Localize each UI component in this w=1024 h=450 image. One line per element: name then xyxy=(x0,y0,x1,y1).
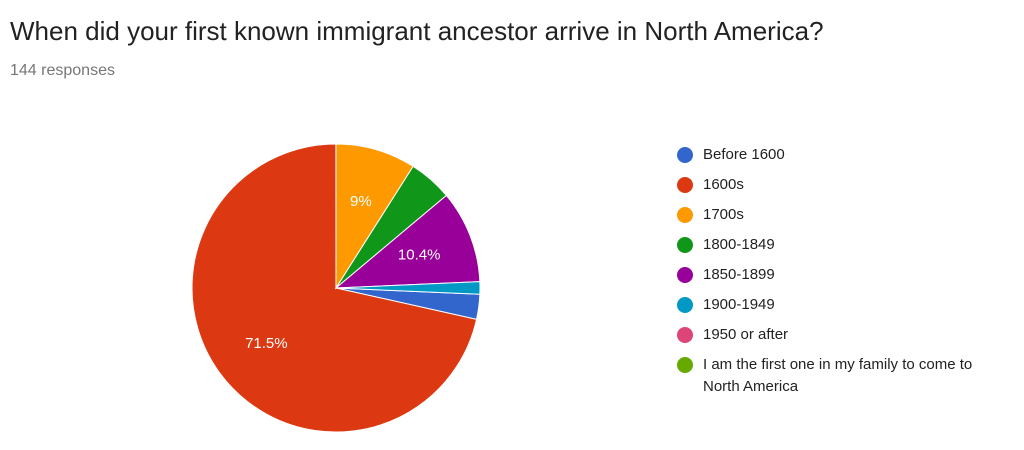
data-label: 71.5% xyxy=(245,335,288,352)
pie-slice xyxy=(335,281,481,295)
legend-marker xyxy=(677,267,693,283)
legend-label: 1600s xyxy=(703,176,744,193)
data-label: 10.4% xyxy=(398,247,441,264)
pie-slice xyxy=(335,143,414,290)
legend-item: 1600s xyxy=(677,174,977,196)
legend-item: 1700s xyxy=(677,204,977,226)
legend-item: 1850-1899 xyxy=(677,264,977,286)
legend: Before 1600 1600s 1700s 1800-1849 1850-1899 1… xyxy=(677,144,977,406)
legend-label: I am the first one in my family to come … xyxy=(703,356,973,395)
legend-item: 1900-1949 xyxy=(677,294,977,316)
legend-marker xyxy=(677,357,693,373)
legend-marker xyxy=(677,297,693,313)
pie-slice xyxy=(334,194,481,289)
legend-item: 1950 or after xyxy=(677,324,977,346)
legend-label: 1900-1949 xyxy=(703,296,775,313)
legend-item: I am the first one in my family to come … xyxy=(677,354,977,398)
legend-label: 1800-1849 xyxy=(703,236,775,253)
pie-slice xyxy=(191,143,478,433)
chart-subtitle: 144 responses xyxy=(10,62,115,79)
legend-label: 1950 or after xyxy=(703,326,789,343)
legend-label: Before 1600 xyxy=(703,146,785,163)
legend-item: 1800-1849 xyxy=(677,234,977,256)
data-label: 9% xyxy=(350,193,372,210)
legend-marker xyxy=(677,207,693,223)
legend-marker xyxy=(677,327,693,343)
legend-label: 1850-1899 xyxy=(703,266,775,283)
legend-marker xyxy=(677,147,693,163)
legend-marker xyxy=(677,237,693,253)
legend-label: 1700s xyxy=(703,206,744,223)
chart-title: When did your first known immigrant ance… xyxy=(10,16,824,46)
legend-item: Before 1600 xyxy=(677,144,977,166)
legend-marker xyxy=(677,177,693,193)
